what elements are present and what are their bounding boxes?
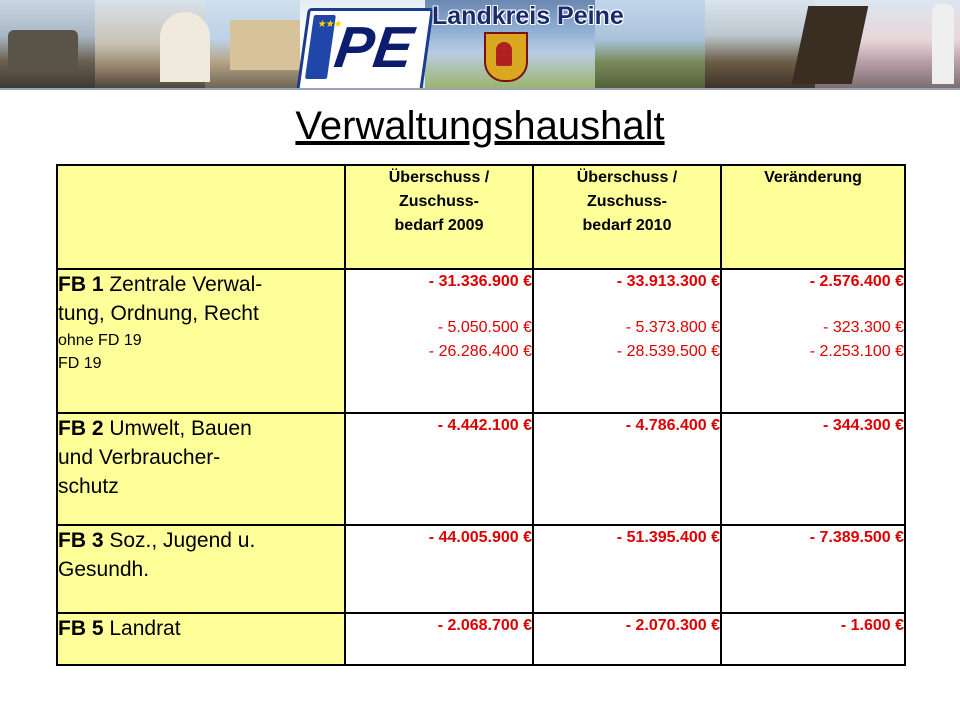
banner-photo-houses (595, 0, 705, 88)
value-sub1: - 5.050.500 € (437, 319, 532, 336)
header-cell-2009: Überschuss / Zuschuss- bedarf 2009 (344, 164, 534, 270)
mining-cart-shape (8, 30, 78, 70)
fb-name-line1: Landrat (103, 617, 181, 640)
license-plate-logo: ★★★ PE (296, 8, 434, 88)
value-total: - 2.068.700 € (437, 617, 532, 634)
header-2009-line3: bedarf 2009 (394, 217, 484, 234)
row-label-fb5: FB 5 Landrat (56, 612, 346, 666)
budget-table: Überschuss / Zuschuss- bedarf 2009 Übers… (56, 164, 906, 666)
value-sub2: - 28.539.500 € (616, 343, 720, 360)
table-row: FB 2 Umwelt, Bauen und Verbraucher- schu… (56, 412, 906, 526)
value-total: - 4.442.100 € (437, 417, 532, 434)
cell-change: - 1.600 € (720, 612, 906, 666)
fb-number: FB 5 (58, 617, 104, 640)
value-sub1: - 323.300 € (823, 319, 904, 336)
fb-name-line2: und Verbraucher- (58, 446, 221, 469)
chapel-shape (160, 12, 210, 82)
sub-label-ohne-fd19: ohne FD 19 (58, 332, 142, 349)
cell-change: - 2.576.400 € - 323.300 € - 2.253.100 € (720, 268, 906, 414)
sub-label-fd19: FD 19 (58, 355, 102, 372)
cell-2010: - 4.786.400 € (532, 412, 722, 526)
header-2010-line2: Zuschuss- (586, 193, 667, 210)
fb-name-line1: Zentrale Verwal- (103, 273, 263, 296)
value-total: - 2.576.400 € (809, 273, 904, 290)
banner-divider (0, 88, 960, 90)
header-change-line1: Veränderung (764, 169, 862, 186)
value-total: - 1.600 € (840, 617, 904, 634)
cell-2009: - 2.068.700 € (344, 612, 534, 666)
header-2009-line2: Zuschuss- (398, 193, 479, 210)
row-label-fb1: FB 1 Zentrale Verwal- tung, Ordnung, Rec… (56, 268, 346, 414)
header-cell-change: Veränderung (720, 164, 906, 270)
table-row: FB 1 Zentrale Verwal- tung, Ordnung, Rec… (56, 268, 906, 414)
table-row: FB 3 Soz., Jugend u. Gesundh. - 44.005.9… (56, 524, 906, 614)
header-cell-empty (56, 164, 346, 270)
fb-name-line2: Gesundh. (58, 558, 150, 581)
page-title: Verwaltungshaushalt (295, 104, 665, 148)
row-label-fb2: FB 2 Umwelt, Bauen und Verbraucher- schu… (56, 412, 346, 526)
fb-number: FB 3 (58, 529, 104, 552)
cell-2010: - 51.395.400 € (532, 524, 722, 614)
fb-name-line1: Soz., Jugend u. (103, 529, 256, 552)
tower-shape (932, 4, 954, 84)
table-row: FB 5 Landrat - 2.068.700 € - 2.070.300 €… (56, 612, 906, 666)
value-sub1: - 5.373.800 € (625, 319, 720, 336)
row-label-fb3: FB 3 Soz., Jugend u. Gesundh. (56, 524, 346, 614)
value-sub2: - 26.286.400 € (428, 343, 532, 360)
header-2010-line1: Überschuss / (576, 169, 678, 186)
fb-name-line2: tung, Ordnung, Recht (58, 302, 259, 325)
cell-2009: - 44.005.900 € (344, 524, 534, 614)
value-total: - 44.005.900 € (428, 529, 532, 546)
value-total: - 33.913.300 € (616, 273, 720, 290)
cell-2009: - 31.336.900 € - 5.050.500 € - 26.286.40… (344, 268, 534, 414)
value-total: - 7.389.500 € (809, 529, 904, 546)
value-total: - 344.300 € (823, 417, 904, 434)
value-total: - 2.070.300 € (625, 617, 720, 634)
cell-change: - 7.389.500 € (720, 524, 906, 614)
value-total: - 31.336.900 € (428, 273, 532, 290)
banner-heading: Landkreis Peine (432, 2, 624, 30)
cell-2010: - 33.913.300 € - 5.373.800 € - 28.539.50… (532, 268, 722, 414)
table-header-row: Überschuss / Zuschuss- bedarf 2009 Übers… (56, 164, 906, 270)
plate-text: PE (330, 15, 418, 80)
fb-number: FB 1 (58, 273, 104, 296)
fb-name-line1: Umwelt, Bauen (103, 417, 252, 440)
header-banner: ★★★ PE Landkreis Peine (0, 0, 960, 88)
value-sub2: - 2.253.100 € (809, 343, 904, 360)
fb-name-line3: schutz (58, 475, 119, 498)
cell-2010: - 2.070.300 € (532, 612, 722, 666)
building-shape (230, 20, 300, 70)
coat-of-arms-icon (484, 32, 528, 82)
header-cell-2010: Überschuss / Zuschuss- bedarf 2010 (532, 164, 722, 270)
cell-2009: - 4.442.100 € (344, 412, 534, 526)
header-2009-line1: Überschuss / (388, 169, 490, 186)
cell-change: - 344.300 € (720, 412, 906, 526)
value-total: - 4.786.400 € (625, 417, 720, 434)
header-2010-line3: bedarf 2010 (582, 217, 672, 234)
value-total: - 51.395.400 € (616, 529, 720, 546)
fb-number: FB 2 (58, 417, 104, 440)
